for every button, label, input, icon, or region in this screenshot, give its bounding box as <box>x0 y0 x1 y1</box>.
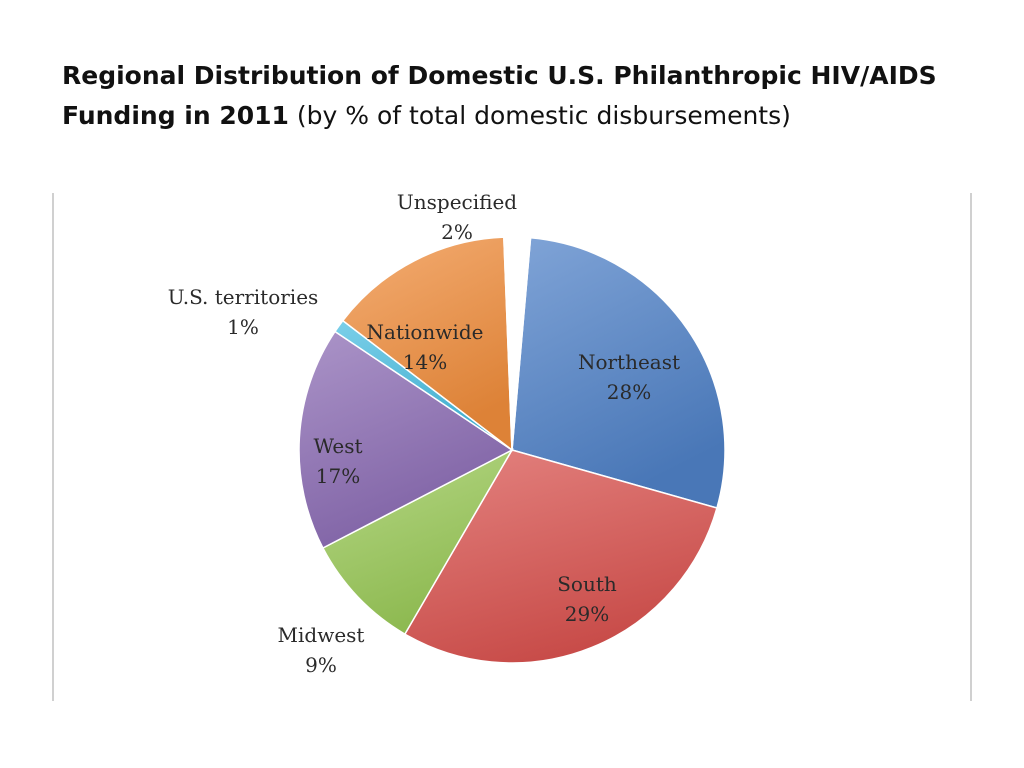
pie-label-u-s-territories: U.S. territories 1% <box>168 285 319 339</box>
pie-label-value: 1% <box>227 315 259 339</box>
pie-label-name: Unspecified <box>397 193 517 214</box>
title-subtitle-text: (by % of total domestic disbursements) <box>296 101 791 130</box>
pie-label-value: 9% <box>305 653 337 677</box>
pie-labels: Northeast 28% South 29% Midwest 9% West 17% U.S.… <box>168 193 680 677</box>
pie-label-unspecified: Unspecified 2% <box>397 193 517 244</box>
pie-slice-west <box>298 330 514 550</box>
slide-title: Regional Distribution of Domestic U.S. P… <box>62 56 982 136</box>
pie-label-name: U.S. territories <box>168 285 319 309</box>
pie-label-name: Midwest <box>278 623 365 647</box>
pie-label-south: South 29% <box>557 572 617 626</box>
pie-label-name: Northeast <box>578 350 680 374</box>
pie-chart: Northeast 28% South 29% Midwest 9% West 17% U.S.… <box>168 193 726 677</box>
frame-right-border <box>970 193 972 701</box>
chart-frame: Northeast 28% South 29% Midwest 9% West 17% U.S.… <box>52 193 972 701</box>
pie-label-midwest: Midwest 9% <box>278 623 365 677</box>
pie-label-value: 17% <box>316 464 360 488</box>
title-bold-text: Regional Distribution of Domestic U.S. P… <box>62 61 937 130</box>
pie-label-name: South <box>557 572 617 596</box>
pie-slice-south <box>403 449 718 664</box>
pie-slice-northeast <box>511 236 726 509</box>
pie-slice-nationwide <box>341 236 513 452</box>
pie-label-value: 29% <box>565 602 609 626</box>
pie-label-value: 28% <box>607 380 651 404</box>
frame-left-border <box>52 193 54 701</box>
pie-label-northeast: Northeast 28% <box>578 350 680 404</box>
pie-label-value: 2% <box>441 220 473 244</box>
pie-label-name: West <box>313 434 362 458</box>
pie-label-name: Nationwide <box>367 320 484 344</box>
pie-slice-unspecified <box>503 236 532 451</box>
pie-label-west: West 17% <box>313 434 362 488</box>
pie-slice-midwest <box>321 448 514 636</box>
pie-slices <box>298 236 726 664</box>
pie-label-value: 14% <box>403 350 447 374</box>
pie-label-nationwide: Nationwide 14% <box>367 320 484 374</box>
